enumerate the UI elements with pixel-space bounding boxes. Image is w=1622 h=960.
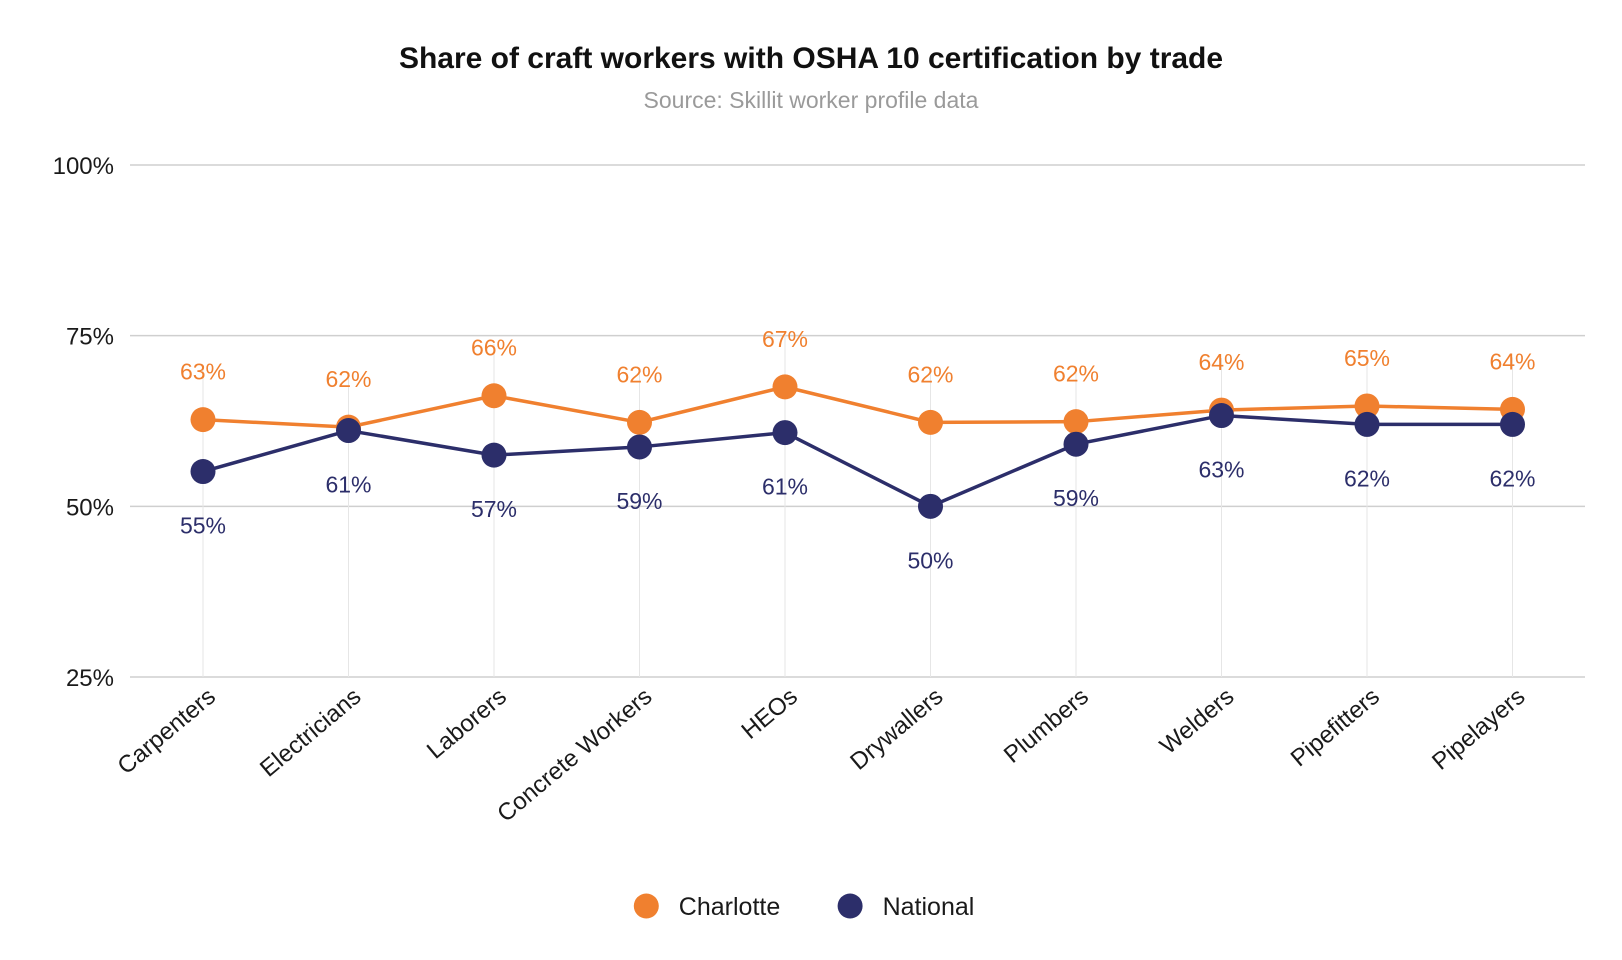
data-point: [1063, 409, 1089, 435]
legend-item-national: National: [837, 893, 975, 921]
data-point: [190, 459, 216, 485]
x-tick-label: Pipefitters: [1286, 683, 1385, 772]
data-label: 50%: [907, 547, 953, 573]
data-point: [481, 442, 507, 468]
data-point: [1500, 411, 1525, 437]
series-national: 55% 61% 57% 59% 61% 50% 59% 63% 62% 62%: [180, 403, 1536, 573]
data-point: [336, 418, 361, 444]
data-point: [1354, 393, 1380, 419]
x-tick-label: HEOs: [736, 683, 802, 745]
legend-label: National: [883, 893, 975, 921]
data-point: [190, 407, 216, 433]
data-point: [772, 420, 798, 446]
x-tick-label: Laborers: [422, 683, 512, 765]
y-tick-label: 50%: [66, 494, 114, 521]
data-label: 64%: [1489, 348, 1535, 374]
data-label: 62%: [1489, 465, 1535, 491]
series: 63% 62%66%62%67%62% 62% 64% 65% 64%55%61%57% 5…: [180, 326, 1536, 573]
data-point: [918, 493, 943, 519]
data-label: 62%: [1344, 465, 1390, 491]
x-tick-label: Pipelayers: [1427, 683, 1530, 776]
x-tick-label: Concrete Workers: [492, 683, 657, 828]
x-tick-label: Welders: [1155, 683, 1239, 760]
x-tick-label: Carpenters: [113, 683, 221, 780]
data-label: 67%: [762, 326, 808, 352]
data-label: 65%: [1344, 345, 1390, 371]
data-point: [1354, 411, 1380, 437]
chart-subtitle: Source: Skillit worker profile data: [644, 87, 979, 113]
x-tick-label: Drywallers: [845, 683, 948, 776]
series-charlotte: 63% 62% 66% 62% 67% 62% 62% 64% 65% 64%: [180, 326, 1536, 440]
x-tick-label: Electricians: [255, 683, 366, 783]
data-label: 62%: [907, 361, 953, 387]
data-label: 62%: [1053, 361, 1099, 387]
legend-item-charlotte: Charlotte: [633, 893, 780, 921]
data-label: 59%: [616, 488, 662, 514]
data-point: [1209, 403, 1234, 429]
data-point: [1063, 431, 1089, 457]
legend-label: Charlotte: [679, 893, 780, 921]
data-label: 61%: [325, 472, 371, 498]
data-label: 57%: [471, 496, 517, 522]
legend-marker: [633, 893, 659, 919]
data-label: 66%: [471, 335, 517, 361]
data-point: [772, 374, 798, 400]
chart-title: Share of craft workers with OSHA 10 cert…: [399, 42, 1223, 75]
data-label: 63%: [180, 359, 226, 385]
data-label: 61%: [762, 474, 808, 500]
data-label: 63%: [1198, 457, 1244, 483]
data-point: [918, 409, 943, 435]
data-point: [627, 434, 652, 460]
data-label: 59%: [1053, 485, 1099, 511]
y-tick-label: 75%: [66, 324, 114, 351]
y-tick-label: 25%: [66, 665, 114, 692]
x-tick-label: Plumbers: [999, 683, 1094, 769]
y-tick-label: 100%: [53, 153, 114, 180]
data-label: 55%: [180, 513, 226, 539]
series-line: [202, 413, 1513, 509]
data-label: 62%: [325, 366, 371, 392]
legend-marker: [837, 893, 863, 919]
y-axis: 25% 50% 75% 100%: [53, 153, 114, 692]
data-label: 64%: [1198, 349, 1244, 375]
series-line: [202, 385, 1513, 429]
data-label: 62%: [616, 361, 662, 387]
data-point: [627, 409, 652, 435]
data-point: [481, 383, 507, 409]
legend: Charlotte National: [633, 893, 975, 921]
